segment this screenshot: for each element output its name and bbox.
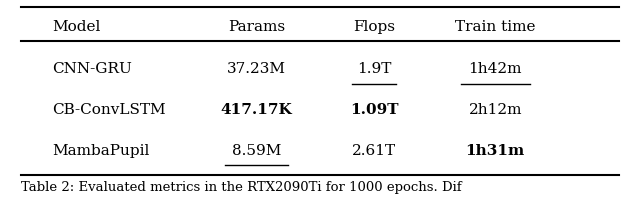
Text: CNN-GRU: CNN-GRU	[52, 62, 132, 76]
Text: Params: Params	[228, 20, 285, 34]
Text: Table 2: Evaluated metrics in the RTX2090Ti for 1000 epochs. Dif: Table 2: Evaluated metrics in the RTX209…	[20, 181, 461, 194]
Text: 37.23M: 37.23M	[227, 62, 286, 76]
Text: 2.61T: 2.61T	[352, 144, 396, 158]
Text: 8.59M: 8.59M	[232, 144, 281, 158]
Text: 1.09T: 1.09T	[350, 103, 399, 117]
Text: 1h31m: 1h31m	[466, 144, 525, 158]
Text: CB-ConvLSTM: CB-ConvLSTM	[52, 103, 166, 117]
Text: Model: Model	[52, 20, 100, 34]
Text: 1h42m: 1h42m	[468, 62, 522, 76]
Text: MambaPupil: MambaPupil	[52, 144, 150, 158]
Text: 1.9T: 1.9T	[357, 62, 391, 76]
Text: 2h12m: 2h12m	[468, 103, 522, 117]
Text: 417.17K: 417.17K	[220, 103, 292, 117]
Text: Train time: Train time	[455, 20, 536, 34]
Text: Flops: Flops	[353, 20, 395, 34]
